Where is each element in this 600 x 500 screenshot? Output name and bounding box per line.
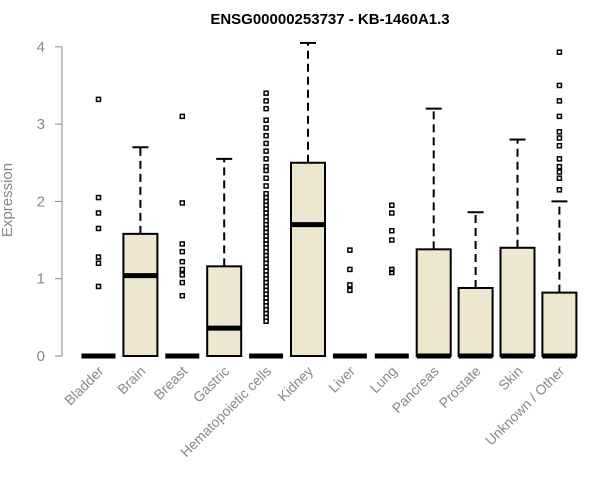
outlier-point — [556, 113, 563, 120]
outlier-point — [263, 125, 269, 131]
outlier-point — [556, 175, 563, 181]
box-body — [206, 265, 243, 357]
box-1 — [122, 146, 159, 357]
box-body — [122, 232, 159, 357]
outlier-point — [389, 237, 395, 243]
x-tick-label: Pancreas — [389, 363, 442, 416]
outlier-point — [95, 283, 102, 290]
x-tick-label: Liver — [325, 363, 358, 396]
outlier-point — [347, 247, 353, 253]
outlier-point — [95, 254, 102, 260]
outlier-point — [95, 260, 102, 266]
box-8 — [415, 107, 452, 359]
outlier-point — [556, 98, 563, 104]
box-6 — [332, 247, 367, 359]
box-body — [457, 286, 494, 358]
box-body — [290, 161, 326, 357]
outlier-point — [389, 202, 395, 209]
outlier-point — [263, 163, 269, 170]
outlier-point — [179, 266, 186, 273]
box-9 — [457, 211, 494, 359]
y-tick-label: 2 — [37, 193, 45, 210]
box-5 — [290, 41, 326, 357]
x-tick-label: Brain — [114, 363, 148, 397]
outlier-point — [263, 140, 269, 147]
outlier-point — [556, 163, 563, 170]
x-tick-label: Skin — [495, 363, 526, 394]
x-tick-label: Prostate — [436, 363, 484, 411]
outlier-point — [179, 200, 186, 206]
outlier-point — [347, 282, 353, 288]
outlier-point — [95, 225, 102, 232]
outlier-point — [179, 113, 186, 120]
box-11 — [541, 49, 578, 359]
outlier-point — [179, 241, 186, 247]
outlier-point — [556, 156, 563, 162]
outlier-point — [95, 194, 102, 201]
outlier-point — [556, 187, 563, 193]
y-tick-label: 3 — [37, 116, 45, 133]
box-body — [541, 291, 578, 358]
outlier-point — [556, 82, 563, 89]
box-4 — [249, 90, 284, 359]
y-tick-label: 0 — [37, 348, 45, 365]
outlier-point — [389, 210, 395, 216]
outlier-point — [263, 148, 269, 154]
outlier-point — [263, 132, 269, 139]
box-10 — [499, 138, 536, 359]
box-body — [499, 246, 536, 357]
outlier-point — [179, 292, 186, 299]
outlier-point — [263, 156, 269, 162]
outlier-point — [263, 105, 269, 112]
outlier-point — [389, 269, 395, 276]
box-7 — [374, 202, 409, 359]
box-body — [415, 248, 452, 358]
outlier-point — [556, 49, 563, 55]
box-0 — [81, 96, 116, 359]
outlier-point — [95, 210, 102, 216]
outlier-point — [179, 279, 186, 286]
outlier-point — [556, 135, 563, 141]
outlier-point — [263, 175, 269, 181]
outlier-point — [263, 183, 269, 189]
x-tick-label: Bladder — [61, 363, 107, 409]
outlier-point — [263, 117, 269, 123]
outlier-point — [179, 258, 186, 265]
y-axis: 0 1 2 3 4 — [37, 39, 63, 365]
outlier-point — [556, 169, 563, 175]
x-tick-label: Unknown / Other — [482, 363, 568, 449]
outlier-point — [263, 90, 269, 96]
outlier-point — [263, 190, 269, 197]
box-2 — [165, 113, 200, 359]
outlier-point — [179, 248, 186, 255]
outlier-point — [389, 266, 395, 273]
x-tick-label: Lung — [367, 363, 400, 396]
outlier-point — [95, 96, 102, 103]
outlier-point — [389, 228, 395, 234]
outlier-point — [347, 287, 353, 294]
outlier-point — [556, 142, 563, 149]
outlier-point — [347, 266, 353, 273]
x-tick-label: Kidney — [275, 363, 317, 405]
outlier-point — [263, 98, 269, 104]
x-tick-label: Breast — [150, 363, 190, 403]
y-axis-label: Expression — [0, 163, 16, 237]
boxes-group — [81, 41, 578, 359]
outlier-point — [556, 129, 563, 135]
box-3 — [206, 157, 243, 357]
y-tick-label: 1 — [37, 271, 45, 288]
outlier-point — [179, 272, 186, 278]
y-tick-label: 4 — [37, 39, 45, 56]
chart-title: ENSG00000253737 - KB-1460A1.3 — [210, 11, 449, 28]
